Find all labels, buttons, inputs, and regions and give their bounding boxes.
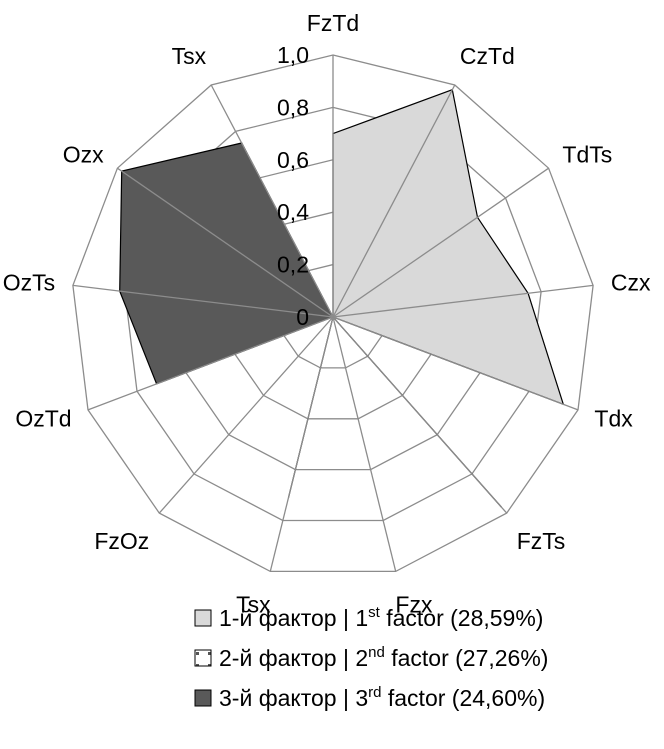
category-label-8: FzOz (94, 528, 149, 554)
tick-label-1: 0,2 (277, 252, 309, 278)
category-label-12: Tsx (172, 43, 207, 69)
spoke-10 (72, 284, 334, 318)
category-labels: FzTd CzTd TdTs Czx Tdx FzTs Fzx Tsx FzOz OzTd OzTs… (3, 10, 651, 618)
category-label-2: TdTs (562, 142, 612, 168)
series-area-1 (332, 88, 565, 406)
category-label-1: CzTd (460, 43, 515, 69)
spoke-6 (332, 316, 397, 572)
spoke-12 (210, 84, 334, 318)
spoke-1 (332, 84, 456, 318)
legend: 1-й фактор | 1st factor (28,59%) 2-й факт… (194, 604, 548, 711)
legend-label-2: 2-й фактор | 2nd factor (27,26%) (219, 644, 548, 671)
spoke-8 (158, 316, 334, 514)
category-label-7: Tsx (236, 592, 271, 618)
radar-series (119, 88, 565, 508)
spoke-9 (87, 316, 334, 411)
spoke-5 (332, 316, 508, 514)
legend-label-1: 1-й фактор | 1st factor (28,59%) (219, 604, 543, 631)
category-label-3: Czx (611, 270, 651, 296)
tick-label-3: 0,6 (277, 147, 309, 173)
spoke-7 (269, 316, 334, 572)
category-label-9: OzTd (15, 405, 71, 431)
category-label-4: Tdx (594, 405, 633, 431)
radar-spokes (72, 55, 594, 572)
spoke-3 (332, 284, 594, 318)
spoke-4 (332, 316, 579, 411)
tick-label-4: 0,8 (277, 94, 309, 120)
spoke-2 (332, 167, 549, 318)
legend-label-3: 3-й фактор | 3rd factor (24,60%) (219, 684, 545, 711)
legend-swatch-1 (194, 609, 212, 627)
grid-ring-5 (72, 54, 594, 573)
radial-tick-labels: 0 0,2 0,4 0,6 0,8 1,0 (277, 42, 309, 330)
category-label-6: Fzx (395, 592, 433, 618)
tick-label-5: 1,0 (277, 42, 309, 68)
category-label-5: FzTs (517, 528, 566, 554)
tick-label-2: 0,4 (277, 199, 309, 225)
category-label-11: Ozx (63, 142, 104, 168)
spoke-11 (117, 167, 334, 318)
tick-label-0: 0 (296, 304, 309, 330)
category-label-0: FzTd (307, 10, 359, 36)
legend-swatch-3 (194, 689, 212, 707)
legend-swatch-2 (194, 649, 212, 667)
category-label-10: OzTs (3, 270, 55, 296)
